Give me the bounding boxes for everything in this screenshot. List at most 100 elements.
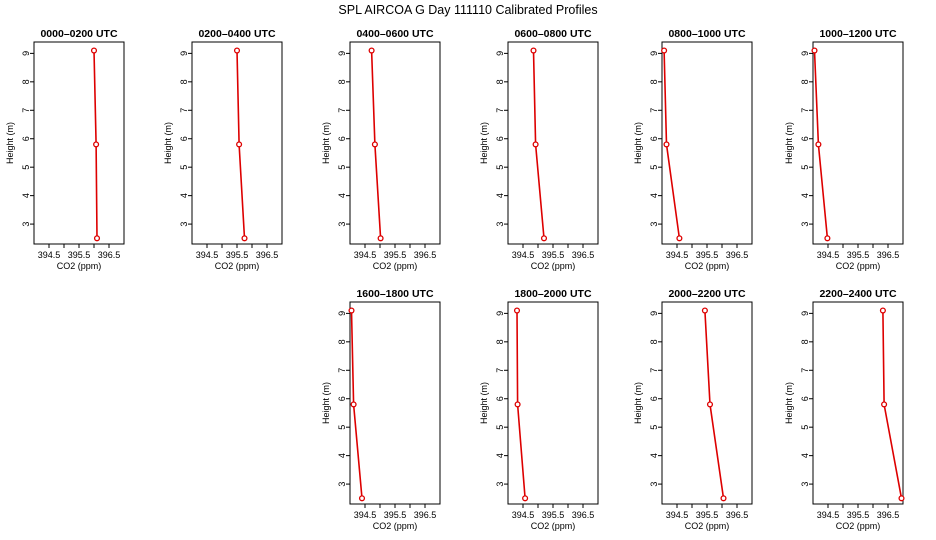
panel-title: 0400–0600 UTC — [356, 28, 433, 40]
y-tick-label: 6 — [21, 136, 31, 141]
y-tick-label: 5 — [495, 165, 505, 170]
x-tick-label: 395.5 — [542, 250, 565, 260]
y-tick-label: 3 — [495, 222, 505, 227]
x-tick-label: 394.5 — [817, 510, 840, 520]
y-axis-label: Height (m) — [784, 122, 794, 164]
x-tick-label: 396.5 — [98, 250, 121, 260]
panel-title: 0000–0200 UTC — [40, 28, 117, 40]
y-tick-label: 7 — [800, 108, 810, 113]
y-tick-label: 9 — [649, 51, 659, 56]
plot-frame — [33, 41, 125, 245]
y-tick-label: 7 — [495, 108, 505, 113]
x-tick-label: 396.5 — [572, 510, 595, 520]
y-tick-label: 7 — [21, 108, 31, 113]
data-point — [532, 141, 539, 148]
plot-frame — [507, 301, 599, 505]
data-point — [236, 141, 243, 148]
y-tick-label: 5 — [800, 165, 810, 170]
y-tick-label: 8 — [495, 79, 505, 84]
x-tick-label: 396.5 — [726, 510, 749, 520]
y-tick-label: 9 — [495, 51, 505, 56]
x-axis-label: CO2 (ppm) — [531, 261, 576, 271]
x-tick-label: 395.5 — [847, 510, 870, 520]
x-tick-label: 395.5 — [542, 510, 565, 520]
y-tick-label: 4 — [495, 453, 505, 458]
panel-title: 1600–1800 UTC — [356, 288, 433, 300]
data-point — [90, 47, 98, 54]
y-axis-label: Height (m) — [479, 122, 489, 164]
y-tick-label: 6 — [800, 396, 810, 401]
y-tick-label: 8 — [495, 339, 505, 344]
x-tick-label: 395.5 — [847, 250, 870, 260]
data-point — [879, 307, 886, 314]
panel-title: 1000–1200 UTC — [819, 28, 896, 40]
x-tick-label: 395.5 — [226, 250, 249, 260]
x-tick-label: 395.5 — [696, 510, 719, 520]
panel-title: 2200–2400 UTC — [819, 288, 896, 300]
y-tick-label: 3 — [495, 482, 505, 487]
figure-title: SPL AIRCOA G Day 111110 Calibrated Profi… — [338, 3, 597, 17]
y-tick-label: 9 — [337, 51, 347, 56]
plot-frame — [349, 41, 441, 245]
y-tick-label: 8 — [800, 79, 810, 84]
y-tick-label: 6 — [337, 136, 347, 141]
y-axis-label: Height (m) — [633, 122, 643, 164]
plot-frame — [349, 301, 441, 505]
y-tick-label: 6 — [495, 396, 505, 401]
x-tick-label: 395.5 — [384, 510, 407, 520]
y-tick-label: 5 — [800, 425, 810, 430]
y-tick-label: 3 — [649, 222, 659, 227]
y-tick-label: 4 — [649, 193, 659, 198]
x-axis-label: CO2 (ppm) — [57, 261, 102, 271]
data-point — [881, 401, 888, 408]
data-point — [514, 401, 521, 408]
y-axis-label: Height (m) — [321, 382, 331, 424]
data-point — [233, 47, 241, 54]
y-tick-label: 5 — [179, 165, 189, 170]
x-tick-label: 396.5 — [877, 250, 900, 260]
plot-frame — [812, 41, 904, 245]
x-axis-label: CO2 (ppm) — [836, 261, 881, 271]
y-tick-label: 3 — [337, 482, 347, 487]
panel-title: 0600–0800 UTC — [514, 28, 591, 40]
y-tick-label: 7 — [649, 108, 659, 113]
x-tick-label: 396.5 — [572, 250, 595, 260]
y-tick-label: 6 — [649, 396, 659, 401]
data-point — [720, 495, 727, 502]
y-tick-label: 3 — [21, 222, 31, 227]
plot-frame — [507, 41, 599, 245]
x-axis-label: CO2 (ppm) — [373, 261, 418, 271]
y-axis-label: Height (m) — [321, 122, 331, 164]
y-tick-label: 6 — [649, 136, 659, 141]
x-tick-label: 394.5 — [354, 510, 377, 520]
data-point — [93, 235, 101, 242]
data-point — [701, 307, 708, 314]
y-axis-label: Height (m) — [163, 122, 173, 164]
y-tick-label: 9 — [179, 51, 189, 56]
x-tick-label: 396.5 — [726, 250, 749, 260]
data-point — [811, 47, 818, 54]
y-tick-label: 8 — [337, 79, 347, 84]
x-tick-label: 394.5 — [512, 510, 535, 520]
y-axis-label: Height (m) — [784, 382, 794, 424]
y-tick-label: 3 — [337, 222, 347, 227]
data-point — [530, 47, 537, 54]
x-axis-label: CO2 (ppm) — [373, 521, 418, 531]
y-tick-label: 6 — [179, 136, 189, 141]
y-tick-label: 6 — [495, 136, 505, 141]
data-point — [706, 401, 714, 408]
data-point — [663, 141, 670, 148]
y-tick-label: 8 — [21, 79, 31, 84]
data-point — [824, 235, 831, 242]
x-tick-label: 394.5 — [666, 510, 689, 520]
x-tick-label: 394.5 — [512, 250, 535, 260]
x-axis-label: CO2 (ppm) — [685, 521, 730, 531]
y-tick-label: 4 — [649, 453, 659, 458]
